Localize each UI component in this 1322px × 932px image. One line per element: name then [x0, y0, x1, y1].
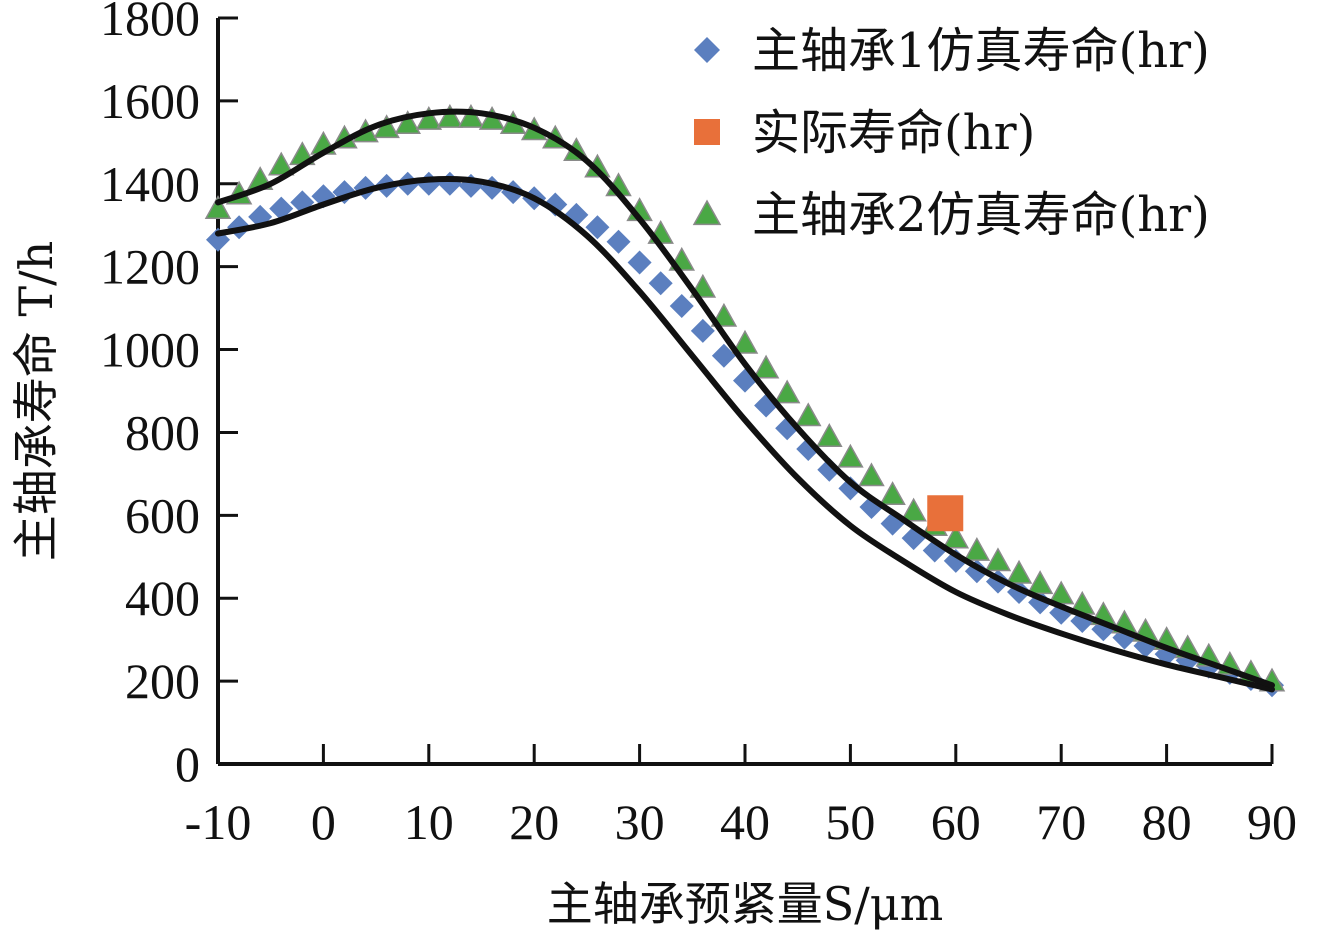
diamond-marker	[711, 343, 736, 368]
x-tick-label: 20	[509, 794, 559, 850]
diamond-marker	[437, 171, 462, 196]
tick-marks	[216, 16, 1274, 766]
y-tick-label: 1600	[100, 73, 200, 129]
triangle-marker	[752, 354, 780, 379]
triangle-marker	[710, 302, 738, 327]
triangle-marker	[457, 103, 485, 128]
triangle-marker	[942, 524, 970, 549]
diamond-marker	[627, 250, 652, 275]
fit-curve-2	[215, 108, 1275, 689]
triangle-marker	[204, 195, 232, 219]
square-marker	[927, 495, 964, 532]
y-tick-label: 1400	[100, 156, 200, 212]
triangle-marker	[267, 151, 295, 176]
legend-label-series-1: 主轴承1仿真寿命(hr)	[752, 23, 1210, 79]
y-tick-label: 1200	[100, 239, 200, 295]
y-tick-label: 400	[125, 570, 200, 626]
y-axis-title: 主轴承寿命 T/h	[9, 241, 63, 561]
diamond-marker	[669, 294, 694, 319]
fit-curves	[215, 108, 1275, 693]
triangle-marker	[900, 497, 927, 522]
x-tick-label: 50	[825, 794, 875, 850]
triangle-marker	[394, 110, 421, 135]
legend-item-series-3: 主轴承2仿真寿命(hr)	[692, 187, 1210, 243]
triangle-marker	[1005, 559, 1033, 584]
diamond-marker	[690, 318, 715, 343]
triangle-marker	[963, 537, 991, 561]
legend-marker-diamond	[694, 37, 720, 63]
diamond-marker	[817, 457, 842, 482]
triangle-marker	[858, 462, 885, 487]
fit-curve-1	[215, 176, 1275, 693]
x-tick-label: 90	[1247, 794, 1297, 850]
x-tick-label: 60	[931, 794, 981, 850]
legend-label-series-3: 主轴承2仿真寿命(hr)	[752, 187, 1210, 243]
tick-labels: -10 0 10 20 30 40 50 60 70 80 90020040060080010001…	[100, 0, 1297, 850]
y-tick-label: 200	[125, 653, 200, 709]
diamond-marker	[648, 271, 673, 296]
x-tick-label: 0	[311, 794, 336, 850]
y-tick-label: 1000	[100, 322, 200, 378]
diamond-marker	[838, 476, 863, 501]
legend-item-series-1: 主轴承1仿真寿命(hr)	[694, 23, 1210, 79]
diamond-marker	[416, 171, 441, 196]
x-tick-label: 30	[615, 794, 665, 850]
x-tick-label: 80	[1142, 794, 1192, 850]
y-tick-label: 1800	[100, 0, 200, 46]
triangle-marker	[436, 103, 464, 128]
triangle-marker	[1026, 570, 1054, 595]
legend-item-series-2: 实际寿命(hr)	[694, 105, 1035, 161]
y-tick-label: 0	[175, 736, 200, 792]
legend-marker-triangle	[692, 199, 722, 226]
triangle-marker	[415, 105, 443, 130]
diamond-marker	[880, 511, 905, 536]
x-axis-title: 主轴承预紧量S/μm	[547, 877, 944, 931]
triangle-marker	[837, 443, 864, 468]
legend-marker-square	[694, 119, 720, 145]
diamond-marker	[543, 192, 568, 217]
legend: 主轴承1仿真寿命(hr) 实际寿命(hr) 主轴承2仿真寿命(hr)	[692, 23, 1210, 243]
triangle-marker	[731, 329, 759, 354]
x-tick-label: 10	[404, 794, 454, 850]
y-tick-label: 800	[125, 404, 200, 460]
triangle-marker	[816, 423, 843, 447]
triangle-marker	[984, 547, 1012, 572]
triangle-marker	[879, 481, 906, 505]
diamond-marker	[585, 215, 610, 240]
triangle-marker	[773, 379, 801, 404]
x-tick-label: -10	[185, 794, 252, 850]
y-tick-label: 600	[125, 487, 200, 543]
diamond-marker	[606, 229, 631, 254]
triangle-marker	[794, 402, 822, 427]
x-tick-label: 70	[1036, 794, 1086, 850]
x-tick-label: 40	[720, 794, 770, 850]
legend-label-series-2: 实际寿命(hr)	[752, 105, 1035, 161]
